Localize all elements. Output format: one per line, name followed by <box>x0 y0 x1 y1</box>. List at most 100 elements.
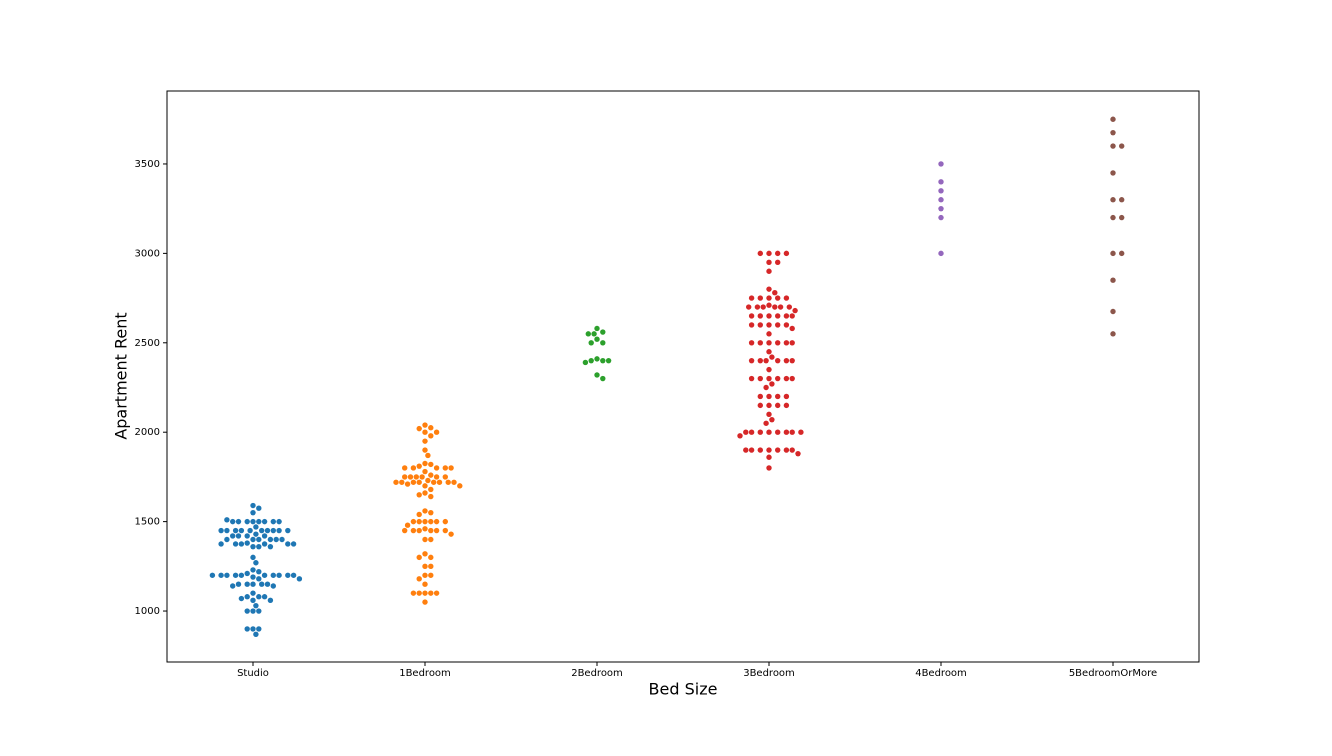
swarm-point <box>783 447 790 453</box>
swarm-point <box>743 447 749 453</box>
swarm-point <box>938 197 944 203</box>
swarm-point <box>795 450 801 457</box>
swarm-point <box>428 493 434 500</box>
swarm-point <box>250 608 256 614</box>
swarm-point <box>416 518 422 525</box>
swarm-point <box>433 518 440 525</box>
swarm-point <box>433 527 440 534</box>
swarm-point <box>938 205 944 212</box>
swarm-point <box>757 250 763 257</box>
swarm-point <box>422 468 428 475</box>
swarm-point <box>224 536 230 543</box>
swarm-point <box>244 518 250 525</box>
swarm-point <box>783 340 790 346</box>
swarm-point <box>256 568 262 575</box>
swarm-point <box>238 572 245 578</box>
swarm-point <box>250 597 256 604</box>
swarm-point <box>433 474 440 480</box>
swarm-point <box>264 527 271 534</box>
swarm-point <box>264 581 271 587</box>
swarm-point <box>757 375 763 382</box>
swarm-point <box>230 533 236 539</box>
swarm-point <box>448 465 454 471</box>
swarm-point <box>422 599 428 605</box>
swarm-point <box>422 483 428 489</box>
swarm-point <box>783 402 790 409</box>
swarm-point <box>775 393 781 400</box>
swarm-point <box>783 322 790 328</box>
swarm-point <box>748 322 755 328</box>
swarm-point <box>433 429 440 435</box>
swarm-point <box>775 447 781 453</box>
swarm-point <box>757 340 763 346</box>
swarm-point <box>250 543 256 550</box>
swarm-point <box>442 518 448 525</box>
swarm-point <box>290 572 297 578</box>
swarm-point <box>766 429 772 435</box>
swarm-point <box>425 452 431 459</box>
swarm-point <box>422 508 428 514</box>
swarm-point <box>766 349 772 355</box>
swarm-point <box>594 325 600 332</box>
x-tick-label: 4Bedroom <box>915 668 967 679</box>
y-tick-label: 2500 <box>135 338 160 349</box>
swarm-point <box>442 527 448 534</box>
swarm-point <box>766 313 772 319</box>
swarm-point <box>600 375 606 382</box>
swarm-point <box>763 420 769 426</box>
swarm-point <box>410 518 417 525</box>
swarm-point <box>416 479 422 485</box>
swarm-point <box>600 340 606 346</box>
swarm-point <box>748 447 755 453</box>
swarm-point <box>422 572 428 578</box>
swarm-point <box>766 250 772 257</box>
swarm-point <box>783 313 790 319</box>
swarm-point <box>422 526 428 532</box>
swarm-point <box>218 527 224 534</box>
swarm-point <box>772 290 778 296</box>
x-tick-label: 3Bedroom <box>743 668 795 679</box>
y-axis-label: Apartment Rent <box>112 312 131 439</box>
swarm-point <box>1110 331 1116 337</box>
swarm-point <box>775 429 781 435</box>
swarm-point <box>775 313 781 319</box>
swarm-point <box>259 581 265 587</box>
swarm-point <box>588 357 594 364</box>
swarm-point <box>256 505 262 511</box>
swarm-point <box>433 465 440 471</box>
swarm-point <box>230 583 236 589</box>
swarm-point <box>766 302 772 308</box>
swarm-point <box>766 340 772 346</box>
swarm-point <box>594 372 600 378</box>
swarm-point <box>789 340 795 346</box>
swarm-point <box>783 375 790 382</box>
swarm-point <box>786 304 792 310</box>
swarm-point <box>789 357 795 364</box>
swarm-point <box>428 486 434 493</box>
swarm-point <box>798 429 804 435</box>
x-tick-label: Studio <box>237 668 269 679</box>
swarm-point <box>270 583 276 589</box>
swarm-point <box>748 375 755 382</box>
swarm-point <box>1110 116 1116 122</box>
y-tick-label: 3000 <box>135 248 160 259</box>
swarm-point <box>285 527 291 534</box>
swarm-point <box>775 322 781 328</box>
swarm-point <box>451 479 457 485</box>
swarm-point <box>250 502 256 509</box>
swarm-point <box>428 433 434 439</box>
swarm-point <box>938 188 944 194</box>
swarm-point <box>600 357 606 364</box>
swarm-point <box>273 536 279 543</box>
swarm-point <box>769 354 775 360</box>
swarm-point <box>938 179 944 185</box>
swarm-point <box>244 533 250 539</box>
swarm-point <box>285 572 291 578</box>
swarm-point <box>428 536 434 543</box>
swarm-point <box>422 438 428 444</box>
swarm-point <box>253 602 259 609</box>
swarm-point <box>757 357 763 364</box>
swarm-point <box>232 541 239 547</box>
swarm-point <box>399 479 405 485</box>
swarm-point <box>244 581 250 587</box>
